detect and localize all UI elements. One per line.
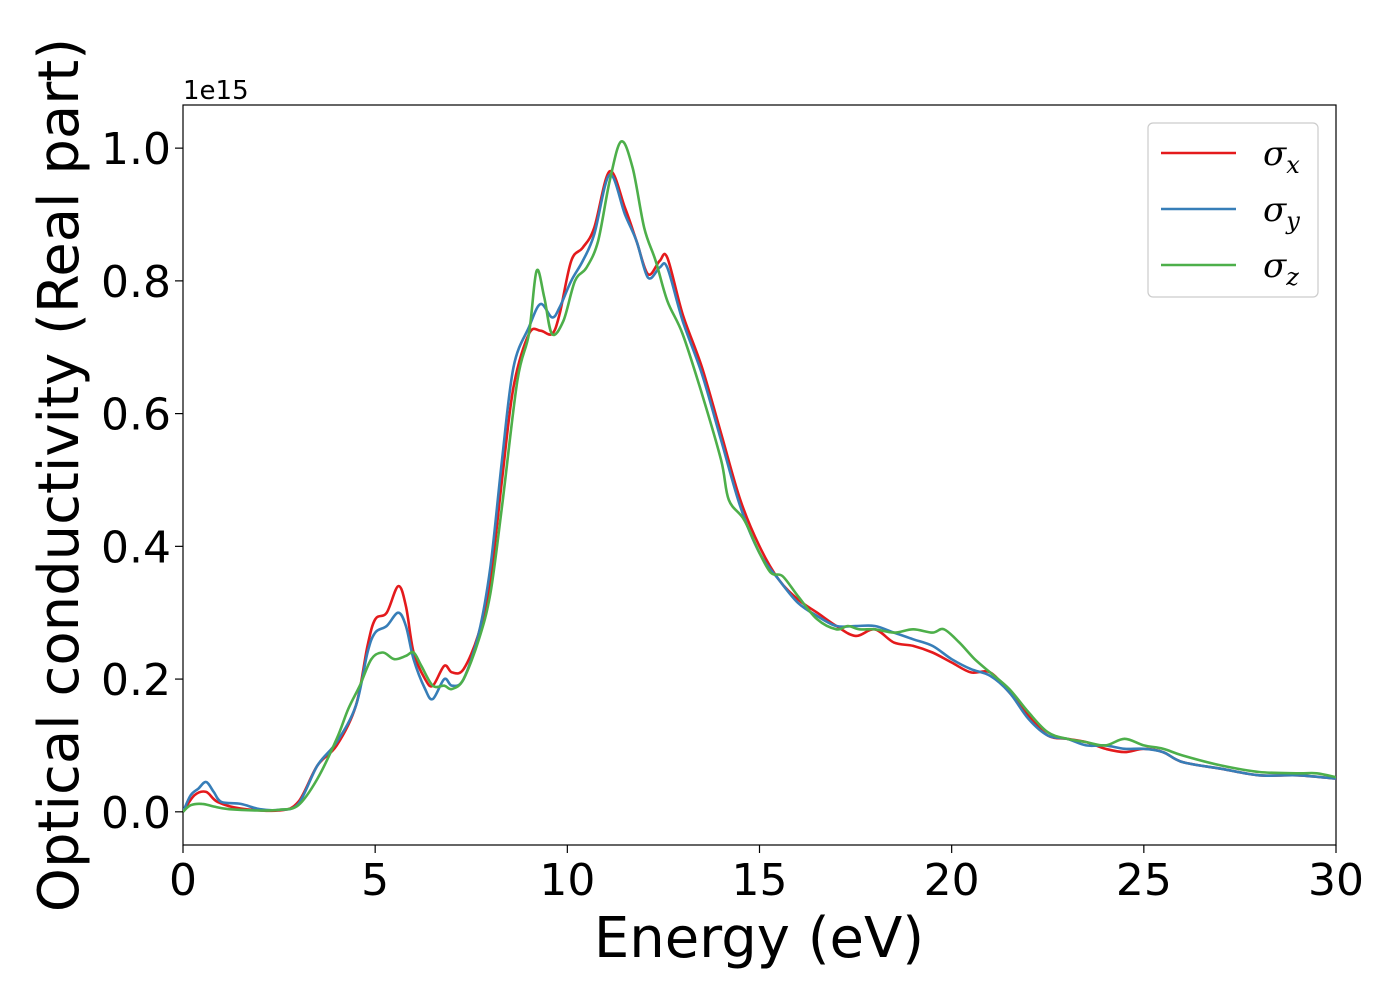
series-layer: [183, 140, 1336, 813]
series-line-y: [183, 173, 1336, 813]
series-line-z: [183, 140, 1336, 813]
y-tick-label: 0.2: [101, 655, 171, 706]
legend-label-x: σx: [1263, 134, 1300, 179]
x-axis-label: Energy (eV): [594, 906, 924, 971]
x-tick-label: 0: [169, 855, 197, 906]
y-tick-label: 1.0: [101, 124, 171, 175]
legend-label-subscript: x: [1286, 151, 1300, 179]
legend-label-z: σz: [1263, 246, 1299, 291]
y-tick-label: 0.0: [101, 788, 171, 839]
x-tick-label: 25: [1116, 855, 1172, 906]
x-tick-label: 30: [1308, 855, 1364, 906]
legend-label-base: σ: [1263, 246, 1287, 286]
x-tick-label: 5: [361, 855, 389, 906]
x-tick-label: 15: [732, 855, 788, 906]
y-tick-label: 0.6: [101, 390, 171, 441]
x-tick-label: 20: [924, 855, 980, 906]
legend-label-subscript: y: [1285, 207, 1300, 235]
x-tick-label: 10: [539, 855, 595, 906]
legend-label-y: σy: [1263, 190, 1300, 235]
y-tick-label: 0.8: [101, 257, 171, 308]
y-axis: 0.0 0.2 0.4 0.6 0.8 1.0: [101, 124, 183, 839]
legend-label-base: σ: [1263, 134, 1287, 174]
y-tick-label: 0.4: [101, 522, 171, 573]
x-axis: 0 5 10 15 20 25 30: [169, 845, 1364, 906]
legend-label-base: σ: [1263, 190, 1287, 230]
y-offset-label: 1e15: [183, 76, 249, 106]
legend-label-subscript: z: [1285, 263, 1299, 291]
y-axis-label: Optical conductivity (Real part): [27, 38, 92, 912]
